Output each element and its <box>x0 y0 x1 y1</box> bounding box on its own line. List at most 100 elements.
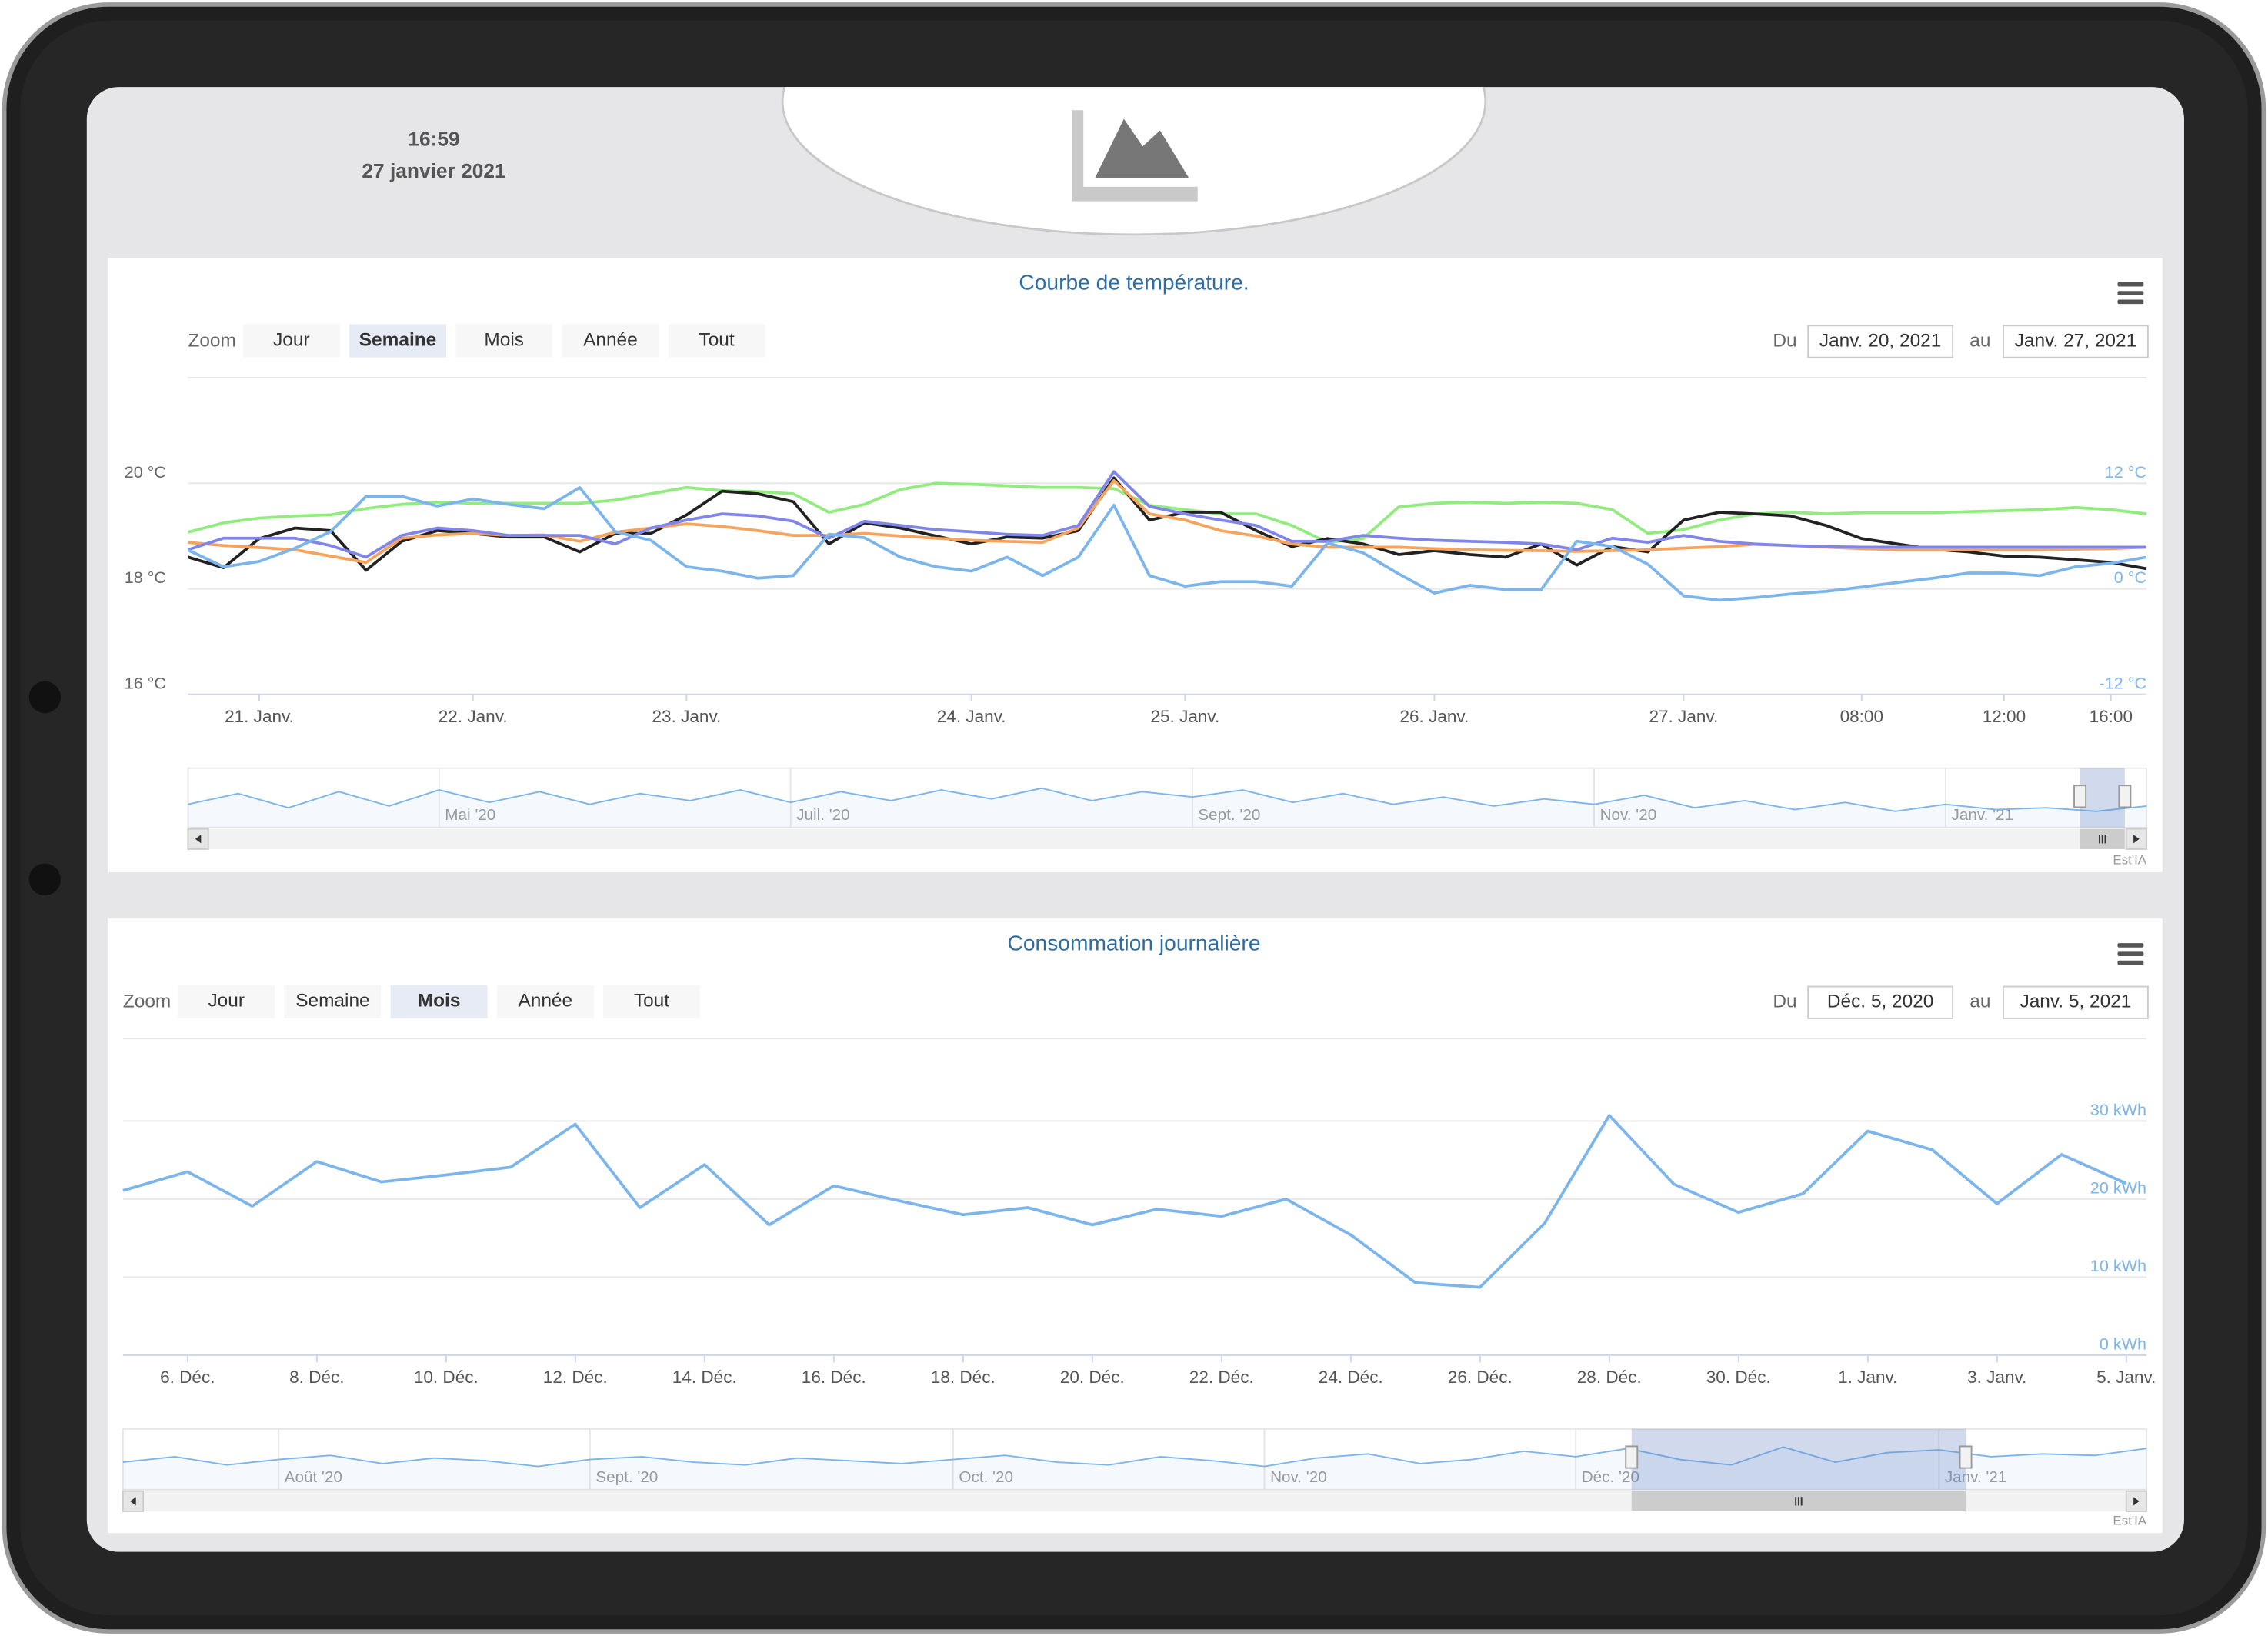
credits: Est'IA <box>2113 1514 2146 1528</box>
navigator-label: Janv. '21 <box>1945 1468 2007 1486</box>
navigator-label: Janv. '21 <box>1951 806 2013 824</box>
y2-tick-label: -12 °C <box>2100 673 2146 692</box>
zoom-button-label[interactable]: Jour <box>208 991 245 1011</box>
navigator-label: Août '20 <box>285 1468 342 1486</box>
menu-icon[interactable] <box>2117 943 2144 948</box>
camera <box>28 681 61 714</box>
chart-title: Consommation journalière <box>1007 930 1260 955</box>
menu-icon[interactable] <box>2117 299 2144 305</box>
clock-time: 16:59 <box>408 128 459 151</box>
x-tick-label: 08:00 <box>1840 707 1883 726</box>
y2-tick-label: 0 °C <box>2114 568 2146 587</box>
zoom-button[interactable] <box>603 985 700 1018</box>
zoom-button-label[interactable]: Année <box>518 991 572 1011</box>
scrollbar-left-arrow <box>130 1497 136 1506</box>
zoom-button-label[interactable]: Semaine <box>359 330 437 351</box>
x-tick-label: 22. Janv. <box>439 707 508 726</box>
series-line <box>187 486 2147 602</box>
y-tick-label: 10 kWh <box>2090 1256 2146 1275</box>
menu-icon[interactable] <box>2117 291 2144 295</box>
zoom-button-label[interactable]: Semaine <box>295 991 369 1011</box>
navigator-selection[interactable] <box>2080 768 2125 828</box>
zoom-button-label[interactable]: Tout <box>699 330 734 351</box>
series-line <box>122 1114 2127 1289</box>
navigator-handle[interactable] <box>1959 1445 1973 1469</box>
zoom-button[interactable] <box>349 324 447 358</box>
navigator-label: Sept. '20 <box>1198 806 1260 824</box>
sensor <box>28 863 61 896</box>
navigator-label: Déc. '20 <box>1582 1468 1639 1486</box>
menu-icon[interactable] <box>2117 960 2144 965</box>
zoom-button[interactable] <box>455 324 553 358</box>
zoom-button-label[interactable]: Tout <box>634 991 669 1011</box>
x-tick-label: 5. Janv. <box>2096 1368 2156 1387</box>
navigator-handle[interactable] <box>1625 1445 1639 1469</box>
y-tick-label: 16 °C <box>125 673 166 692</box>
x-tick-label: 14. Déc. <box>672 1368 737 1387</box>
x-tick-label: 12. Déc. <box>543 1368 608 1387</box>
navigator-label: Mai '20 <box>445 806 495 824</box>
x-tick-label: 10. Déc. <box>414 1368 479 1387</box>
navigator-label: Oct. '20 <box>959 1468 1013 1486</box>
zoom-button[interactable] <box>496 985 594 1018</box>
zoom-label: Zoom <box>123 991 171 1012</box>
credits: Est'IA <box>2113 852 2146 867</box>
y-tick-label: 18 °C <box>125 568 166 587</box>
zoom-label: Zoom <box>188 330 235 351</box>
range-from-label: Du <box>1773 330 1796 351</box>
x-tick-label: 16. Déc. <box>802 1368 866 1387</box>
navigator-area <box>188 788 2147 828</box>
date-input-value[interactable]: Janv. 5, 2021 <box>2020 991 2131 1012</box>
menu-icon[interactable] <box>2117 282 2144 287</box>
x-tick-label: 12:00 <box>1983 707 2026 726</box>
navigator-handle[interactable] <box>2073 785 2087 808</box>
date-input[interactable] <box>2003 985 2149 1019</box>
menu-icon[interactable] <box>2117 951 2144 957</box>
range-to-label: au <box>1969 330 1990 351</box>
x-tick-label: 18. Déc. <box>931 1368 996 1387</box>
series-line <box>187 470 2147 559</box>
scrollbar-right-arrow <box>2133 1497 2140 1506</box>
range-from-label: Du <box>1773 991 1796 1012</box>
x-tick-label: 23. Janv. <box>652 707 721 726</box>
x-tick-label: 26. Janv. <box>1399 707 1469 726</box>
navigator-label: Nov. '20 <box>1600 806 1657 824</box>
navigator-selection[interactable] <box>1631 1428 1966 1490</box>
x-tick-label: 28. Déc. <box>1577 1368 1642 1387</box>
navigator-line <box>122 1446 2147 1468</box>
zoom-button[interactable] <box>178 985 275 1018</box>
x-tick-label: 26. Déc. <box>1448 1368 1513 1387</box>
navigator-handle[interactable] <box>2118 785 2132 808</box>
x-tick-label: 3. Janv. <box>1967 1368 2026 1387</box>
date-input[interactable] <box>2003 325 2149 358</box>
x-tick-label: 22. Déc. <box>1189 1368 1254 1387</box>
x-tick-label: 24. Déc. <box>1319 1368 1383 1387</box>
zoom-button[interactable] <box>284 985 382 1018</box>
date-input[interactable] <box>1807 325 1954 358</box>
zoom-button-label[interactable]: Année <box>583 330 638 351</box>
zoom-button[interactable] <box>562 324 659 358</box>
x-tick-label: 25. Janv. <box>1150 707 1219 726</box>
chart-title: Courbe de température. <box>1019 269 1249 294</box>
clock-date: 27 janvier 2021 <box>362 159 505 182</box>
date-input-value[interactable]: Déc. 5, 2020 <box>1827 991 1934 1012</box>
scrollbar-left-arrow <box>195 835 202 844</box>
date-input-value[interactable]: Janv. 20, 2021 <box>1819 330 1942 351</box>
zoom-button-label[interactable]: Jour <box>273 330 310 351</box>
zoom-button-label[interactable]: Mois <box>418 991 461 1011</box>
x-tick-label: 21. Janv. <box>225 707 294 726</box>
date-input-value[interactable]: Janv. 27, 2021 <box>2015 330 2137 351</box>
y-tick-label: 0 kWh <box>2100 1334 2146 1354</box>
date-input[interactable] <box>1807 985 1954 1019</box>
scrollbar-right-arrow <box>2133 835 2140 844</box>
zoom-button[interactable] <box>390 985 488 1018</box>
zoom-button[interactable] <box>668 324 765 358</box>
zoom-button-label[interactable]: Mois <box>484 330 524 351</box>
navigator-label: Juil. '20 <box>796 806 849 824</box>
zoom-button[interactable] <box>242 324 340 358</box>
y-tick-label: 30 kWh <box>2090 1100 2146 1119</box>
x-tick-label: 8. Déc. <box>289 1368 344 1387</box>
x-tick-label: 16:00 <box>2090 707 2133 726</box>
series-line <box>187 481 2147 545</box>
navigator-label: Nov. '20 <box>1270 1468 1327 1486</box>
